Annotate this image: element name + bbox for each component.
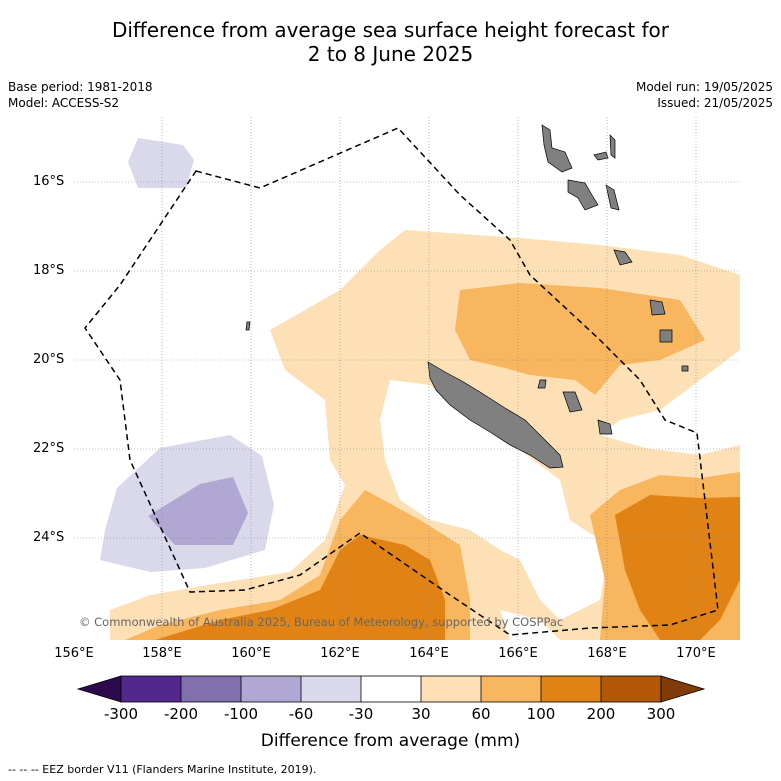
island-small-1 [681, 365, 689, 372]
colorbar-label: Difference from average (mm) [260, 731, 521, 751]
lon-label: 170°E [676, 646, 716, 661]
island-new-caledonia [427, 361, 564, 469]
base-period: Base period: 1981-2018 [8, 80, 153, 94]
colorbar-tick: 300 [646, 705, 676, 723]
chart-title: Difference from average sea surface heig… [0, 18, 781, 66]
lat-label: 20°S [33, 352, 65, 367]
lon-label: 160°E [231, 646, 271, 661]
colorbar-tick: -30 [348, 705, 374, 723]
island-vanuatu-3 [609, 134, 616, 159]
colorbar-tick: 200 [586, 705, 616, 723]
colorbar-bin-8 [541, 676, 601, 702]
model-name: Model: ACCESS-S2 [8, 96, 120, 110]
lon-label: 162°E [320, 646, 360, 661]
colorbar-frame [120, 675, 662, 703]
island-loyalty-1 [562, 391, 583, 413]
lat-label: 18°S [33, 263, 65, 278]
colorbar-tick: 30 [411, 705, 431, 723]
meta-right: Model run: 19/05/2025 Issued: 21/05/2025 [636, 79, 773, 111]
copyright-text: © Commonwealth of Australia 2025, Bureau… [79, 615, 564, 629]
island-matthew-2 [659, 329, 673, 343]
land-masses [245, 124, 689, 469]
title-line-2: 2 to 8 June 2025 [307, 42, 474, 66]
lon-label: 164°E [409, 646, 449, 661]
colorbar-tick: -60 [288, 705, 314, 723]
contour-100-east [615, 495, 740, 640]
colorbar-arrow-high [660, 675, 706, 703]
colorbar-bin-7 [481, 676, 541, 702]
lat-label: 22°S [33, 441, 65, 456]
meta-left: Base period: 1981-2018 Model: ACCESS-S2 [8, 79, 153, 111]
island-vanuatu-5 [613, 249, 633, 266]
model-run: Model run: 19/05/2025 [635, 80, 773, 94]
contour-100 [155, 535, 445, 640]
colorbar-bin-6 [421, 676, 481, 702]
lon-label: 156°E [54, 646, 94, 661]
colorbar-tick: -100 [223, 705, 259, 723]
lon-label: 166°E [498, 646, 538, 661]
island-loyalty-2 [597, 419, 613, 435]
map-area [74, 117, 740, 640]
island-espiritu-santo [541, 124, 573, 173]
lon-label: 168°E [587, 646, 627, 661]
colorbar-arrow-low [76, 675, 122, 703]
island-vanuatu-4 [605, 184, 620, 211]
title-line-1: Difference from average sea surface heig… [111, 18, 670, 42]
contour-minus-30 [128, 138, 194, 188]
grid-lines [74, 117, 740, 640]
colorbar-bin-5 [361, 676, 421, 702]
issued-date: Issued: 21/05/2025 [657, 96, 773, 110]
eez-border [84, 127, 719, 636]
colorbar [76, 675, 706, 703]
contour-clear-channel [380, 380, 605, 620]
island-matthew-1 [649, 299, 666, 316]
island-loyalty-3 [537, 379, 547, 389]
colorbar-bin-2 [181, 676, 241, 702]
eez-footnote: -- -- -- EEZ border V11 (Flanders Marine… [8, 763, 317, 776]
colorbar-bin-9 [601, 676, 661, 702]
colorbar-bin-1 [121, 676, 181, 702]
colorbar-tick: 100 [526, 705, 556, 723]
lat-label: 24°S [33, 530, 65, 545]
island-chesterfield [245, 321, 251, 331]
lon-label: 158°E [142, 646, 182, 661]
contour-60 [455, 283, 705, 395]
contour-minus-60 [148, 477, 248, 545]
colorbar-bin-4 [301, 676, 361, 702]
colorbar-tick: -300 [103, 705, 139, 723]
colorbar-tick: 60 [471, 705, 491, 723]
colorbar-bin-3 [241, 676, 301, 702]
island-vanuatu-1 [567, 179, 599, 211]
island-vanuatu-2 [593, 151, 609, 161]
colorbar-tick: -200 [163, 705, 199, 723]
lat-label: 16°S [33, 174, 65, 189]
